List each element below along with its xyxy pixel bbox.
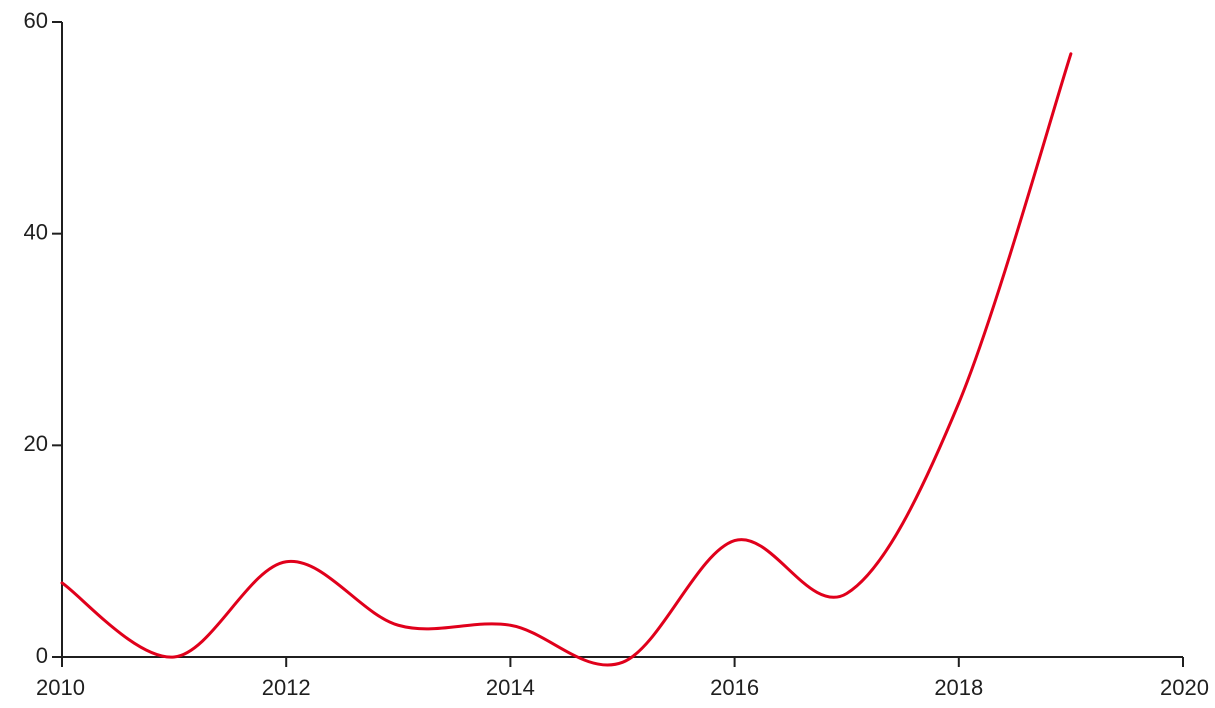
y-tick-label: 20 <box>24 431 48 456</box>
x-tick-label: 2010 <box>36 675 85 700</box>
y-tick-label: 0 <box>36 643 48 668</box>
series-layer <box>60 52 1073 667</box>
x-tick-label: 2012 <box>262 675 311 700</box>
x-tick-label: 2020 <box>1160 675 1209 700</box>
x-tick-label: 2016 <box>710 675 759 700</box>
y-tick-label: 60 <box>24 8 48 33</box>
axes: 0 20 40 60 2010 2012 2014 2016 2018 2020 <box>24 8 1209 700</box>
series-line-1 <box>60 52 1073 667</box>
y-tick-label: 40 <box>24 219 48 244</box>
x-tick-label: 2014 <box>486 675 535 700</box>
x-tick-label: 2018 <box>934 675 983 700</box>
